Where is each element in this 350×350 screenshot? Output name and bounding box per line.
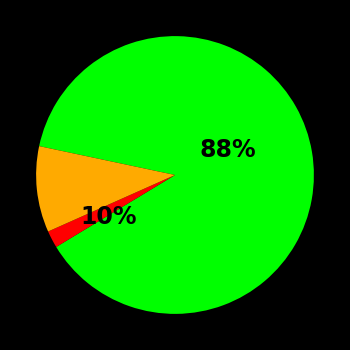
Wedge shape (36, 146, 175, 231)
Text: 88%: 88% (199, 138, 256, 162)
Wedge shape (39, 36, 314, 314)
Wedge shape (48, 175, 175, 247)
Text: 10%: 10% (80, 205, 136, 229)
